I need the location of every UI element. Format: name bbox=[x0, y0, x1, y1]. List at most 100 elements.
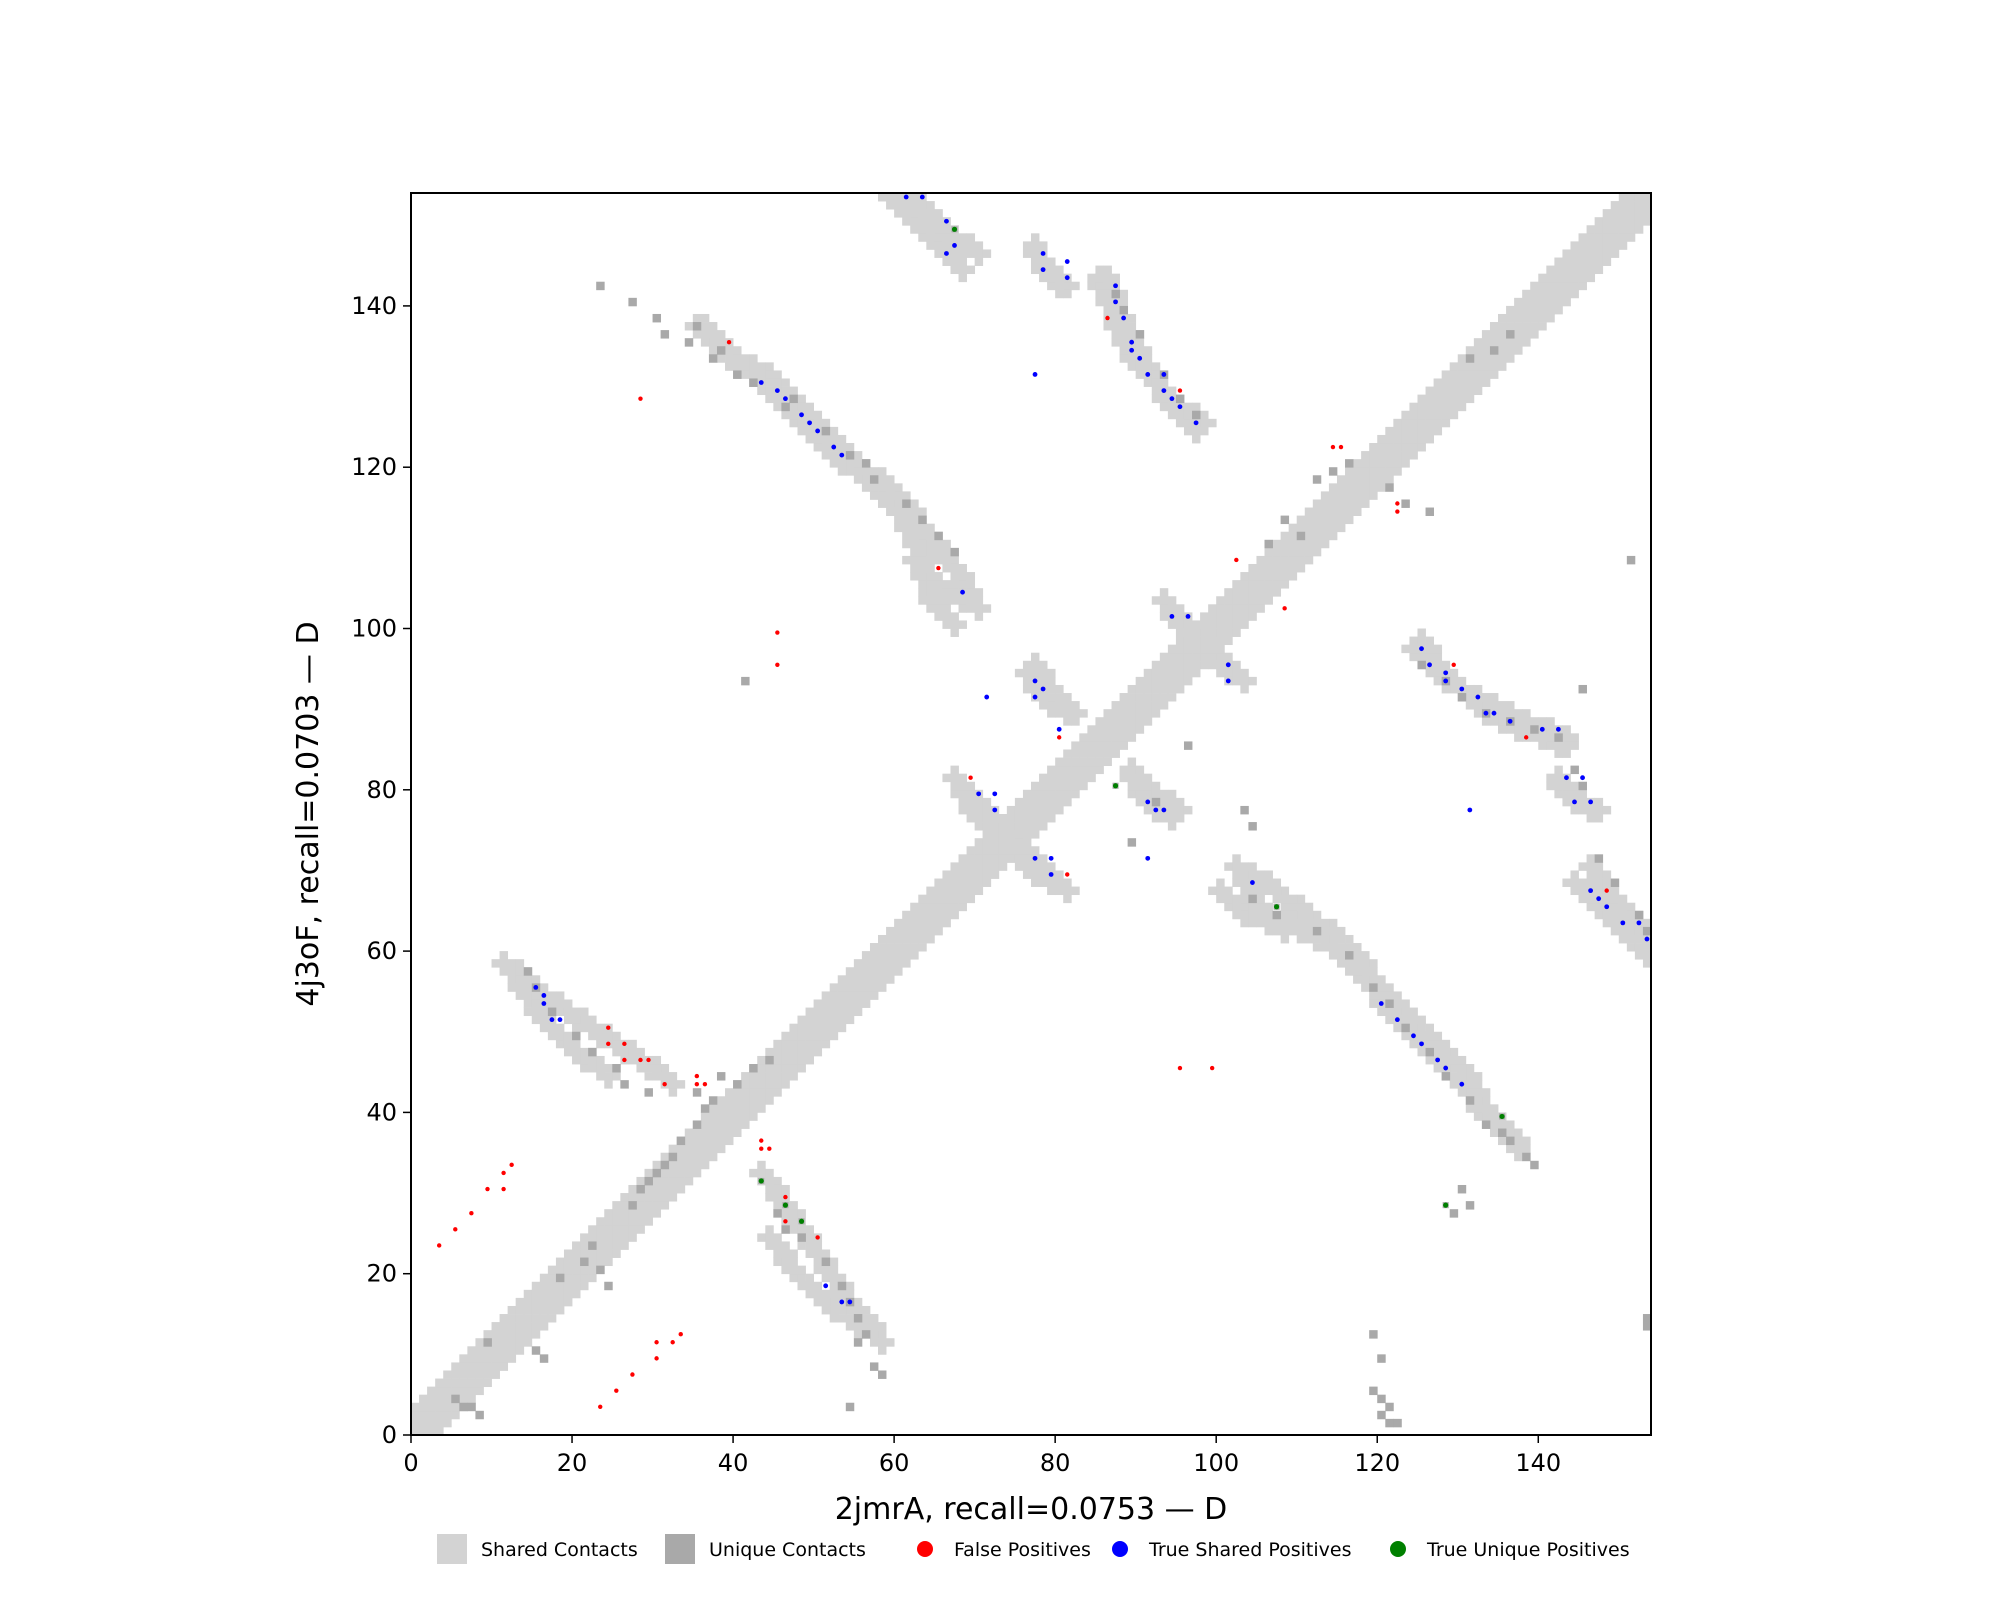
shared-contact-cell bbox=[1498, 709, 1507, 718]
shared-contact-cell bbox=[974, 588, 984, 597]
shared-contact-cell bbox=[1079, 781, 1088, 791]
shared-contact-cell bbox=[1449, 668, 1459, 678]
shared-contact-cell bbox=[1361, 491, 1370, 500]
shared-contact-cell bbox=[1361, 475, 1370, 484]
shared-contact-cell bbox=[813, 418, 823, 428]
shared-contact-cell bbox=[1473, 354, 1483, 363]
shared-contact-cell bbox=[1610, 209, 1620, 218]
shared-contact-cell bbox=[725, 1128, 734, 1137]
shared-contact-cell bbox=[1031, 870, 1040, 879]
shared-contact-cell bbox=[668, 1088, 678, 1097]
unique-contact-cell bbox=[1385, 1418, 1394, 1428]
shared-contact-cell bbox=[1055, 684, 1064, 694]
shared-contact-cell bbox=[644, 1201, 653, 1210]
shared-contact-cell bbox=[934, 555, 943, 565]
shared-contact-cell bbox=[1409, 451, 1418, 460]
shared-contact-cell bbox=[1256, 878, 1265, 887]
shared-contact-cell bbox=[668, 1168, 678, 1178]
shared-contact-cell bbox=[1111, 305, 1120, 315]
shared-contact-cell bbox=[725, 346, 734, 355]
shared-contact-cell bbox=[475, 1386, 484, 1396]
shared-contact-cell bbox=[1159, 701, 1169, 710]
legend-label: Unique Contacts bbox=[709, 1539, 866, 1561]
shared-contact-cell bbox=[1473, 1096, 1483, 1105]
shared-contact-cell bbox=[1296, 515, 1306, 525]
shared-contact-cell bbox=[1175, 612, 1185, 621]
shared-contact-cell bbox=[596, 1055, 605, 1065]
shared-contact-cell bbox=[1119, 346, 1129, 355]
shared-contact-cell bbox=[998, 814, 1008, 823]
shared-contact-cell bbox=[1022, 789, 1032, 799]
false-positive-point bbox=[1209, 1065, 1215, 1071]
shared-contact-cell bbox=[813, 1281, 823, 1291]
shared-contact-cell bbox=[725, 362, 734, 371]
shared-contact-cell bbox=[652, 1160, 662, 1170]
shared-contact-cell bbox=[588, 1015, 597, 1025]
shared-contact-cell bbox=[1055, 886, 1064, 896]
shared-contact-cell bbox=[757, 362, 766, 371]
shared-contact-cell bbox=[934, 233, 943, 242]
shared-contact-cell bbox=[539, 1015, 549, 1025]
shared-contact-cell bbox=[1489, 354, 1499, 363]
shared-contact-cell bbox=[1022, 862, 1032, 871]
shared-contact-cell bbox=[1047, 257, 1056, 266]
shared-contact-cell bbox=[1014, 846, 1024, 855]
shared-contact-cell bbox=[1602, 209, 1612, 218]
shared-contact-cell bbox=[958, 563, 967, 573]
shared-contact-cell bbox=[1224, 612, 1233, 621]
shared-contact-cell bbox=[499, 1354, 509, 1363]
shared-contact-cell bbox=[1465, 1080, 1475, 1089]
shared-contact-cell bbox=[1143, 354, 1153, 363]
shared-contact-cell bbox=[1272, 588, 1282, 597]
shared-contact-cell bbox=[555, 1281, 565, 1291]
shared-contact-cell bbox=[773, 1257, 782, 1267]
shared-contact-cell bbox=[1586, 225, 1596, 234]
shared-contact-cell bbox=[1642, 217, 1652, 226]
shared-contact-cell bbox=[725, 354, 734, 363]
shared-contact-cell bbox=[1127, 733, 1137, 742]
shared-contact-cell bbox=[676, 1152, 686, 1162]
shared-contact-cell bbox=[1546, 273, 1555, 283]
shared-contact-cell bbox=[781, 1257, 790, 1267]
shared-contact-cell bbox=[1610, 249, 1620, 258]
shared-contact-cell bbox=[531, 991, 541, 1000]
true-shared-positive-point bbox=[1604, 904, 1610, 910]
shared-contact-cell bbox=[894, 967, 903, 976]
shared-contact-cell bbox=[604, 1249, 613, 1258]
true-shared-positive-point bbox=[1250, 880, 1255, 885]
shared-contact-cell bbox=[998, 862, 1008, 871]
shared-contact-cell bbox=[765, 1184, 774, 1194]
unique-contact-cell bbox=[821, 1257, 831, 1267]
shared-contact-cell bbox=[789, 1031, 798, 1041]
true-shared-positive-point bbox=[1459, 1081, 1465, 1087]
shared-contact-cell bbox=[1465, 1088, 1475, 1097]
shared-contact-cell bbox=[1546, 313, 1555, 323]
shared-contact-cell bbox=[1240, 910, 1249, 920]
shared-contact-cell bbox=[990, 846, 1000, 855]
shared-contact-cell bbox=[902, 539, 911, 549]
shared-contact-cell bbox=[1167, 596, 1177, 605]
shared-contact-cell bbox=[1175, 636, 1185, 646]
shared-contact-cell bbox=[1200, 628, 1209, 637]
shared-contact-cell bbox=[1634, 217, 1644, 226]
true-shared-positive-point bbox=[1394, 1017, 1400, 1023]
false-positive-point bbox=[614, 1388, 619, 1393]
shared-contact-cell bbox=[1022, 660, 1032, 670]
shared-contact-cell bbox=[1135, 797, 1145, 807]
shared-contact-cell bbox=[1095, 765, 1104, 775]
unique-contact-cell bbox=[1417, 660, 1426, 670]
shared-contact-cell bbox=[845, 443, 855, 452]
shared-contact-cell bbox=[1022, 676, 1032, 686]
shared-contact-cell bbox=[926, 539, 935, 549]
shared-contact-cell bbox=[797, 1265, 806, 1275]
shared-contact-cell bbox=[1538, 297, 1547, 307]
shared-contact-cell bbox=[1159, 789, 1169, 799]
shared-contact-cell bbox=[1361, 451, 1370, 460]
shared-contact-cell bbox=[910, 951, 919, 960]
shared-contact-cell bbox=[1264, 563, 1273, 573]
shared-contact-cell bbox=[958, 854, 967, 863]
shared-contact-cell bbox=[805, 434, 814, 444]
shared-contact-cell bbox=[1602, 878, 1612, 887]
shared-contact-cell bbox=[1626, 225, 1636, 234]
shared-contact-cell bbox=[958, 596, 967, 605]
